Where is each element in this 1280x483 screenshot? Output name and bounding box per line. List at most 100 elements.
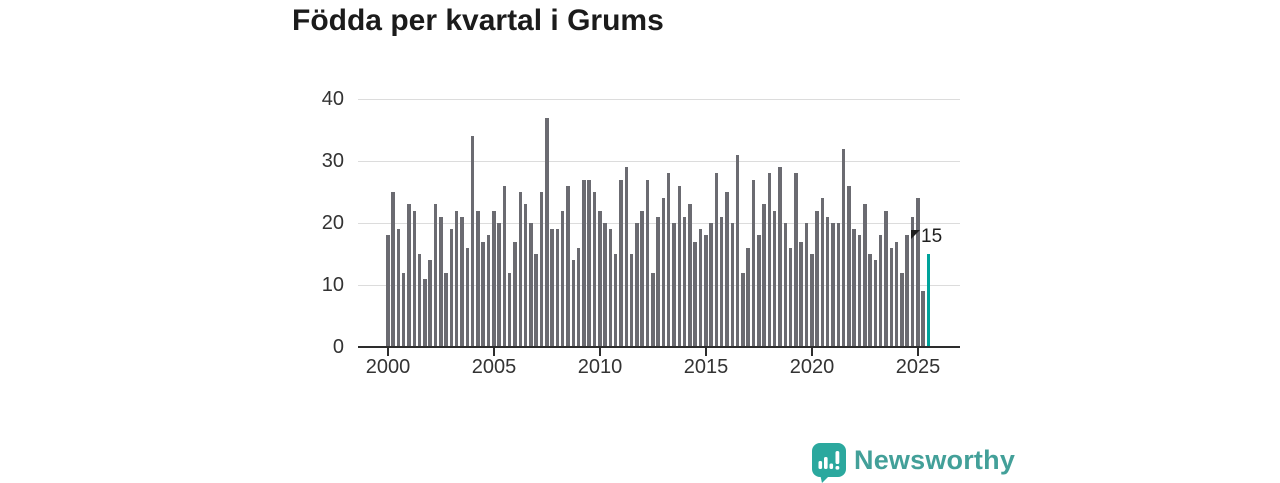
bar [598, 210, 602, 347]
bar [497, 223, 501, 347]
bar [428, 260, 432, 347]
bar [810, 254, 814, 347]
bar [693, 241, 697, 347]
bar [640, 210, 644, 347]
bar [677, 185, 682, 347]
bar [857, 235, 862, 347]
bar [836, 223, 841, 347]
bar [587, 179, 591, 347]
bar [778, 167, 782, 347]
bar [529, 223, 533, 347]
newsworthy-chart-bubble-icon [812, 443, 846, 483]
bar [651, 272, 655, 347]
bar [401, 272, 406, 347]
y-axis-tick-label: 30 [321, 150, 344, 172]
bar [576, 247, 581, 347]
bar [629, 254, 634, 347]
y-axis-tick-label: 10 [321, 274, 344, 296]
bar [555, 229, 560, 347]
x-axis-tick [917, 348, 919, 356]
newsworthy-logo[interactable]: Newsworthy [812, 443, 1015, 483]
bar [603, 223, 607, 347]
bar [831, 223, 835, 347]
bar [454, 210, 459, 347]
bar [682, 216, 687, 347]
x-axis-tick-label: 2020 [789, 356, 835, 378]
bar [757, 235, 761, 347]
bar [868, 254, 872, 347]
bar [523, 204, 528, 347]
bar [894, 241, 899, 347]
bar [704, 235, 708, 347]
bar [741, 272, 745, 347]
bar [661, 198, 666, 347]
bar [794, 173, 798, 347]
bar [767, 173, 772, 347]
x-axis-tick [705, 348, 707, 356]
bar [433, 204, 438, 347]
bar [672, 223, 676, 347]
bar [910, 216, 915, 347]
bar [460, 216, 464, 347]
bar [878, 235, 883, 347]
bar [645, 179, 650, 347]
bar [820, 198, 825, 347]
x-axis-tick-label: 2015 [683, 356, 729, 378]
bar [507, 272, 512, 347]
bar [449, 229, 454, 347]
bar [492, 210, 496, 347]
bar [396, 229, 401, 347]
bar [788, 247, 793, 347]
bar [900, 272, 904, 347]
x-axis-tick [493, 348, 495, 356]
bar [470, 136, 475, 347]
bar [417, 254, 422, 347]
y-axis-tick-label: 40 [321, 88, 344, 110]
bar [407, 204, 411, 347]
bar [560, 210, 565, 347]
bar [439, 216, 443, 347]
bar [735, 154, 740, 347]
bar [884, 210, 888, 347]
x-axis-tick [811, 348, 813, 356]
x-axis-tick-label: 2025 [895, 356, 941, 378]
x-axis-tick [387, 348, 389, 356]
bar [465, 247, 470, 347]
bar [481, 241, 485, 347]
newsworthy-wordmark: Newsworthy [854, 445, 1016, 475]
bar [889, 247, 894, 347]
bar [746, 247, 750, 347]
bar [635, 223, 639, 347]
bar [804, 223, 809, 347]
bar [486, 235, 491, 347]
bar [386, 235, 390, 347]
bar [444, 272, 448, 347]
bar [391, 192, 395, 347]
bar [751, 179, 756, 347]
x-axis-tick-label: 2010 [577, 356, 623, 378]
bar [550, 229, 554, 347]
bar [688, 204, 692, 347]
bar [772, 210, 777, 347]
bar [841, 148, 846, 347]
bar [545, 117, 549, 347]
bar [539, 192, 544, 347]
bar [714, 173, 719, 347]
x-axis-tick-label: 2005 [471, 356, 517, 378]
bar [423, 278, 427, 347]
bar [921, 291, 925, 347]
x-axis-tick [599, 348, 601, 356]
bar [566, 185, 570, 347]
chart-title: Födda per kvartal i Grums [292, 4, 664, 37]
x-axis-line [358, 346, 960, 348]
bar [815, 210, 819, 347]
bar [783, 223, 788, 347]
gridline [358, 99, 960, 100]
bar [799, 241, 803, 347]
bar [613, 254, 618, 347]
bar [502, 185, 507, 347]
bar [709, 223, 713, 347]
bar [730, 223, 735, 347]
bar [852, 229, 856, 347]
bar [873, 260, 878, 347]
